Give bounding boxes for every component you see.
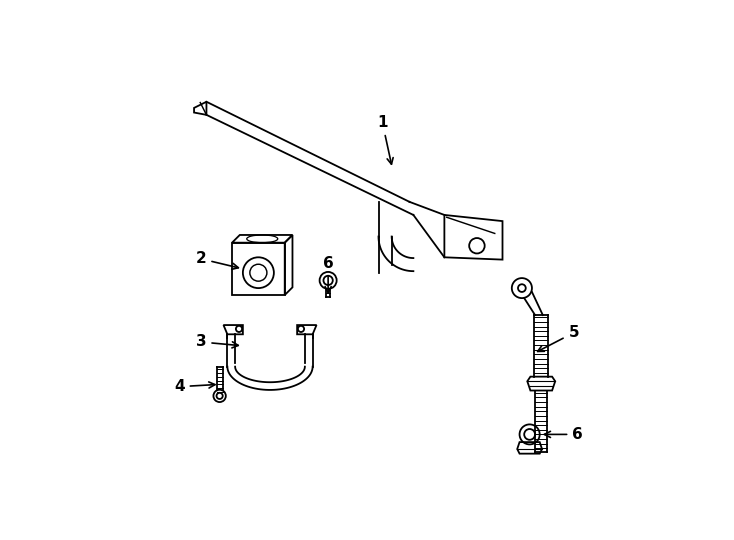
Text: 2: 2	[196, 251, 239, 269]
Text: 6: 6	[323, 256, 333, 293]
Text: 5: 5	[537, 325, 579, 352]
Text: 1: 1	[377, 115, 393, 164]
Text: 3: 3	[196, 334, 239, 349]
Text: 6: 6	[545, 427, 583, 442]
Text: 4: 4	[174, 379, 215, 394]
